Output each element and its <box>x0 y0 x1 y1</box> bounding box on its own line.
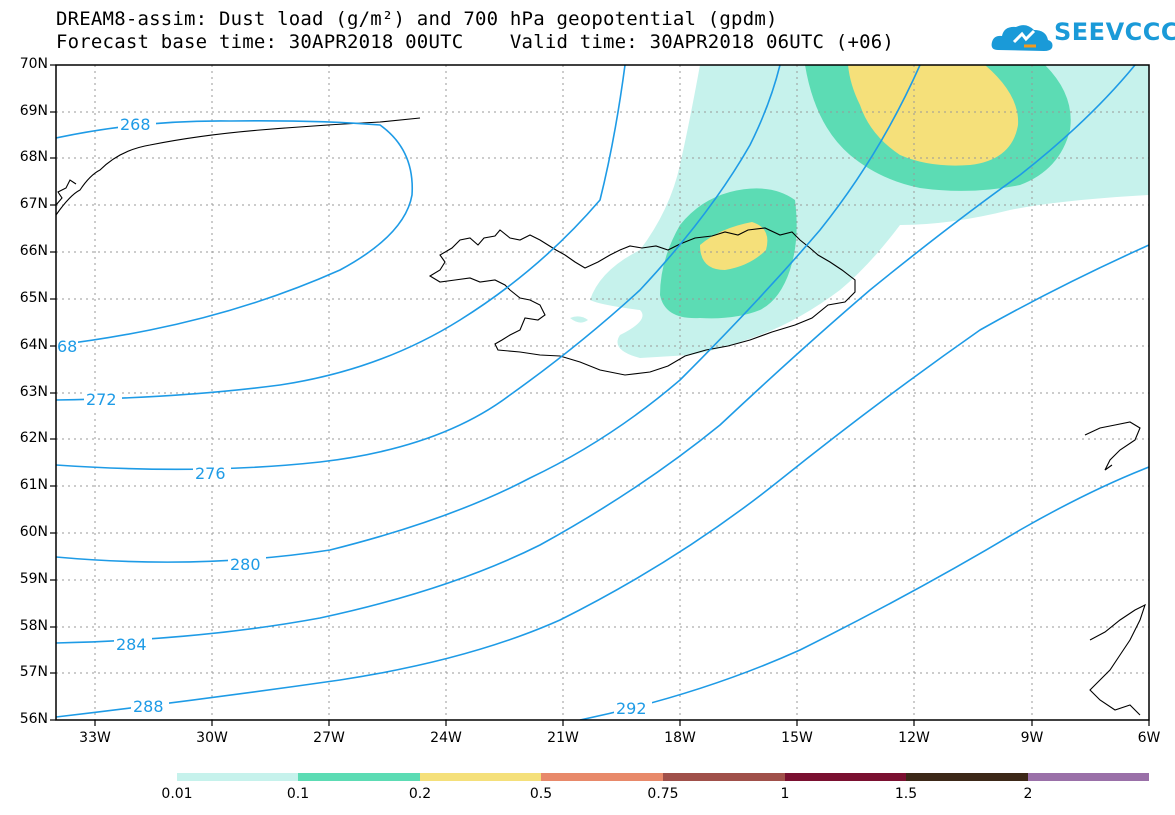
lat-label: 70N <box>19 56 48 72</box>
colorbar-label: 1.5 <box>894 786 918 802</box>
lon-label: 24W <box>430 730 462 746</box>
lon-label: 27W <box>313 730 345 746</box>
colorbar-segment <box>298 773 420 781</box>
dust-area-001-islet <box>570 316 588 323</box>
contour-272 <box>56 65 626 401</box>
dust-area-02-north <box>848 65 1019 166</box>
map-title-line2: Forecast base time: 30APR2018 00UTC Vali… <box>56 31 895 53</box>
lat-label: 60N <box>19 524 48 540</box>
colorbar-segment <box>663 773 785 781</box>
lat-label: 62N <box>19 430 48 446</box>
contour-label: 288 <box>133 697 164 716</box>
lon-label: 18W <box>664 730 696 746</box>
contour-label: 68 <box>57 337 77 356</box>
contour-288 <box>56 244 1149 718</box>
contour-label: 276 <box>195 464 226 483</box>
contour-label: 292 <box>616 699 647 718</box>
contour-280 <box>56 65 921 563</box>
contour-label: 272 <box>86 390 117 409</box>
colorbar-segment <box>785 773 906 781</box>
lon-label: 12W <box>898 730 930 746</box>
coastline <box>56 117 1146 716</box>
colorbar-segment <box>1028 773 1149 781</box>
lon-label: 9W <box>1020 730 1044 746</box>
colorbar-label: 1 <box>780 786 790 802</box>
contour-276 <box>56 65 781 471</box>
map-title-line1: DREAM8-assim: Dust load (g/m²) and 700 h… <box>56 8 778 30</box>
contour-292 <box>579 466 1149 720</box>
contour-labels: 268 68 272 276 280 284 288 292 <box>57 115 647 718</box>
lon-label: 15W <box>781 730 813 746</box>
lon-label: 21W <box>547 730 579 746</box>
colorbar-label: 0.01 <box>161 786 193 802</box>
contour-268 <box>56 120 414 346</box>
lat-label: 68N <box>19 149 48 165</box>
lat-label: 65N <box>19 290 48 306</box>
lat-label: 69N <box>19 103 48 119</box>
logo-text: SEEVCCC <box>1054 18 1175 46</box>
axis-ticks <box>50 64 1150 726</box>
contour-label: 280 <box>230 555 261 574</box>
lon-label: 30W <box>196 730 228 746</box>
contour-label: 284 <box>116 635 147 654</box>
lon-label: 6W <box>1137 730 1161 746</box>
lat-label: 58N <box>19 618 48 634</box>
lat-label: 59N <box>19 571 48 587</box>
colorbar-label: 0.2 <box>408 786 432 802</box>
colorbar-segment <box>906 773 1028 781</box>
contour-284 <box>56 65 1136 644</box>
contour-label: 268 <box>120 115 151 134</box>
lat-label: 64N <box>19 337 48 353</box>
colorbar-label: 2 <box>1023 786 1033 802</box>
colorbar-segment <box>177 773 298 781</box>
lat-label: 66N <box>19 243 48 259</box>
geopotential-contours <box>56 65 1149 720</box>
graticule <box>56 65 1149 720</box>
colorbar-segment <box>541 773 663 781</box>
lat-label: 56N <box>19 711 48 727</box>
lat-label: 63N <box>19 384 48 400</box>
cloud-logo-icon <box>991 25 1053 51</box>
lat-label: 61N <box>19 477 48 493</box>
colorbar-label: 0.1 <box>286 786 310 802</box>
lon-label: 33W <box>79 730 111 746</box>
colorbar-label: 0.5 <box>529 786 553 802</box>
lat-label: 67N <box>19 196 48 212</box>
colorbar-label: 0.75 <box>647 786 679 802</box>
lat-label: 57N <box>19 664 48 680</box>
colorbar-segment <box>420 773 541 781</box>
